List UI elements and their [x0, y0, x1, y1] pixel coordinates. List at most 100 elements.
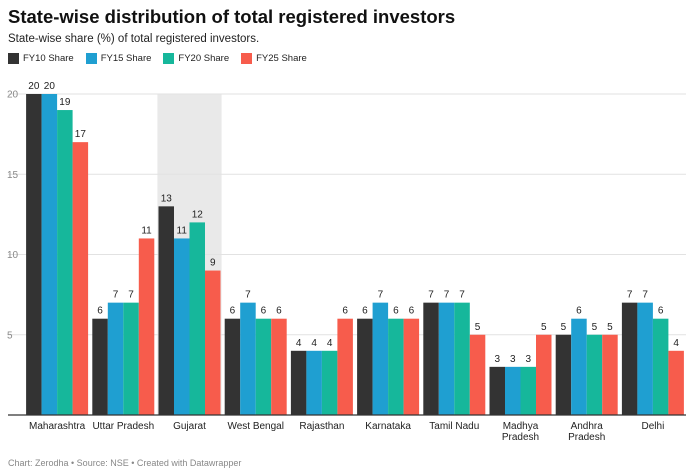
bar-fy15-share-4	[306, 350, 322, 415]
data-label-2-6: 7	[459, 290, 465, 301]
bar-fy25-share-0	[72, 142, 89, 415]
x-category-label-5: Karnataka	[365, 421, 411, 432]
bar-fy10-share-2	[158, 206, 174, 415]
data-label-2-7: 3	[525, 354, 531, 365]
legend-label-fy15: FY15 Share	[100, 53, 152, 64]
bar-fy25-share-9	[668, 350, 684, 415]
y-tick-label-15: 15	[7, 170, 19, 181]
bar-fy20-share-3	[255, 318, 272, 415]
x-category-label-1: Uttar Pradesh	[92, 421, 154, 432]
x-category-label-7-1: Pradesh	[502, 432, 539, 443]
bar-fy15-share-6	[438, 302, 455, 415]
legend-swatch-fy15	[85, 53, 97, 64]
data-label-0-5: 6	[362, 306, 368, 317]
x-category-label-8-1: Pradesh	[568, 432, 605, 443]
data-label-0-9: 7	[627, 290, 633, 301]
legend-swatch-fy25	[241, 53, 253, 64]
chart-subtitle: State-wise share (%) of total registered…	[8, 33, 260, 45]
bar-fy25-share-2	[205, 270, 221, 415]
bar-fy15-share-9	[637, 302, 653, 415]
chart-footer: Chart: Zerodha • Source: NSE • Created w…	[8, 458, 242, 468]
bar-fy15-share-0	[41, 94, 58, 415]
bar-fy15-share-7	[505, 366, 521, 415]
y-tick-label-5: 5	[7, 330, 13, 341]
y-tick-label-10: 10	[7, 250, 19, 261]
bar-fy15-share-2	[174, 238, 190, 415]
data-label-1-9: 7	[642, 290, 648, 301]
data-label-2-4: 4	[327, 338, 333, 349]
bar-fy25-share-1	[138, 238, 155, 415]
legend-item-fy20: FY20 Share	[163, 53, 229, 64]
data-label-0-2: 13	[161, 193, 173, 204]
bar-fy20-share-4	[321, 350, 338, 415]
bar-fy20-share-0	[57, 110, 73, 416]
chart-title: State-wise distribution of total registe…	[8, 6, 456, 27]
legend: FY10 Share FY15 Share FY20 Share FY25 Sh…	[8, 53, 319, 64]
x-category-label-0: Maharashtra	[29, 421, 86, 432]
legend-item-fy10: FY10 Share	[8, 53, 74, 64]
data-label-0-3: 6	[230, 306, 236, 317]
data-label-3-0: 17	[75, 129, 87, 140]
bar-fy10-share-1	[92, 318, 108, 415]
bar-fy15-share-1	[107, 302, 124, 415]
data-label-0-0: 20	[28, 81, 40, 92]
data-label-2-8: 5	[592, 322, 598, 333]
data-label-3-9: 4	[673, 338, 679, 349]
legend-label-fy25: FY25 Share	[256, 53, 307, 64]
bar-fy25-share-3	[271, 318, 287, 415]
bar-fy10-share-9	[621, 302, 638, 415]
bar-fy20-share-2	[189, 222, 205, 415]
data-label-3-1: 11	[141, 225, 152, 236]
data-label-2-0: 19	[59, 97, 71, 108]
data-label-0-1: 6	[97, 306, 103, 317]
bar-fy15-share-8	[571, 318, 587, 415]
data-label-0-7: 3	[494, 354, 500, 365]
data-label-3-3: 6	[276, 306, 282, 317]
data-label-2-2: 12	[192, 209, 204, 220]
data-label-1-8: 6	[576, 306, 582, 317]
bar-fy25-share-7	[536, 334, 552, 415]
data-label-3-5: 6	[409, 306, 415, 317]
bar-fy15-share-3	[240, 302, 256, 415]
bar-fy10-share-7	[489, 366, 505, 415]
legend-swatch-fy10	[8, 53, 19, 64]
data-label-0-8: 5	[561, 322, 567, 333]
data-label-1-3: 7	[245, 290, 251, 301]
data-label-3-8: 5	[607, 322, 613, 333]
bar-fy10-share-3	[224, 318, 241, 415]
bar-fy20-share-9	[652, 318, 669, 415]
data-label-1-6: 7	[444, 290, 450, 301]
data-label-0-6: 7	[428, 290, 434, 301]
data-label-3-4: 6	[342, 306, 348, 317]
bar-fy20-share-7	[520, 366, 536, 415]
x-category-label-4: Rajasthan	[299, 421, 344, 432]
data-label-3-6: 5	[475, 322, 481, 333]
bar-fy25-share-5	[403, 318, 420, 415]
bar-fy10-share-0	[26, 94, 42, 415]
data-label-0-4: 4	[296, 338, 302, 349]
bar-fy25-share-4	[337, 318, 353, 415]
x-category-label-6: Tamil Nadu	[429, 421, 479, 432]
data-label-3-7: 5	[541, 322, 547, 333]
bar-fy20-share-8	[586, 334, 603, 415]
data-label-3-2: 9	[210, 258, 216, 269]
bar-fy10-share-6	[423, 302, 439, 415]
bar-fy10-share-4	[290, 350, 307, 415]
data-label-1-5: 7	[378, 290, 384, 301]
bar-fy10-share-8	[555, 334, 572, 415]
x-category-label-8-0: Andhra	[571, 421, 604, 432]
bar-fy25-share-8	[602, 334, 618, 415]
legend-label-fy20: FY20 Share	[178, 53, 230, 64]
x-category-label-2: Gujarat	[173, 421, 206, 432]
x-category-label-3: West Bengal	[227, 421, 284, 432]
legend-swatch-fy20	[163, 53, 175, 64]
bar-fy20-share-5	[388, 318, 404, 415]
data-label-2-5: 6	[393, 306, 399, 317]
x-category-label-9: Delhi	[642, 421, 665, 432]
bar-fy20-share-6	[454, 302, 470, 415]
data-label-1-4: 4	[311, 338, 317, 349]
legend-item-fy25: FY25 Share	[241, 53, 307, 64]
data-label-1-2: 11	[177, 225, 188, 236]
y-tick-label-20: 20	[7, 90, 19, 101]
